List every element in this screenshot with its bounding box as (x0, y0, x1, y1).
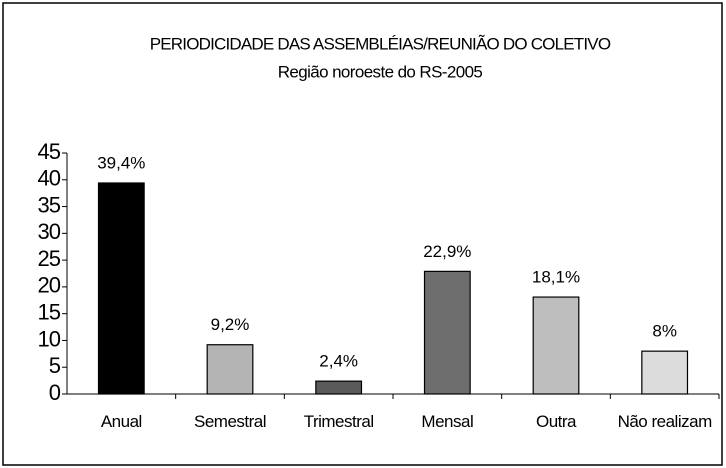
value-label: 22,9% (423, 242, 471, 261)
y-tick-label: 10 (38, 326, 61, 351)
value-label: 2,4% (319, 352, 358, 371)
bar (206, 344, 254, 395)
y-tick-label: 5 (49, 353, 61, 378)
x-tick-label: Não realizam (617, 412, 713, 431)
x-tick-label: Semestral (193, 412, 267, 431)
value-label: 18,1% (532, 268, 580, 287)
y-tick-label: 45 (38, 139, 61, 164)
y-tick-label: 0 (49, 380, 61, 405)
value-label: 39,4% (97, 153, 145, 172)
x-tick-label: Trimestral (303, 412, 374, 431)
y-tick-label: 20 (38, 273, 61, 298)
chart-title: PERIODICIDADE DAS ASSEMBLÉIAS/REUNIÃO DO… (150, 34, 611, 53)
y-tick-label: 35 (38, 192, 61, 217)
chart-subtitle: Região noroeste do RS-2005 (278, 62, 483, 81)
y-tick-label: 30 (38, 219, 61, 244)
x-tick-label: Anual (100, 412, 142, 431)
x-tick-label: Mensal (421, 412, 474, 431)
bar (532, 296, 580, 395)
bar (315, 380, 363, 395)
value-label: 9,2% (211, 315, 250, 334)
bar (97, 182, 145, 395)
y-tick-label: 15 (38, 299, 61, 324)
y-tick-label: 40 (38, 166, 61, 191)
bar (641, 350, 689, 395)
value-label: 8% (652, 322, 677, 341)
bar (423, 270, 471, 395)
x-tick-label: Outra (535, 412, 577, 431)
y-tick-label: 25 (38, 246, 61, 271)
